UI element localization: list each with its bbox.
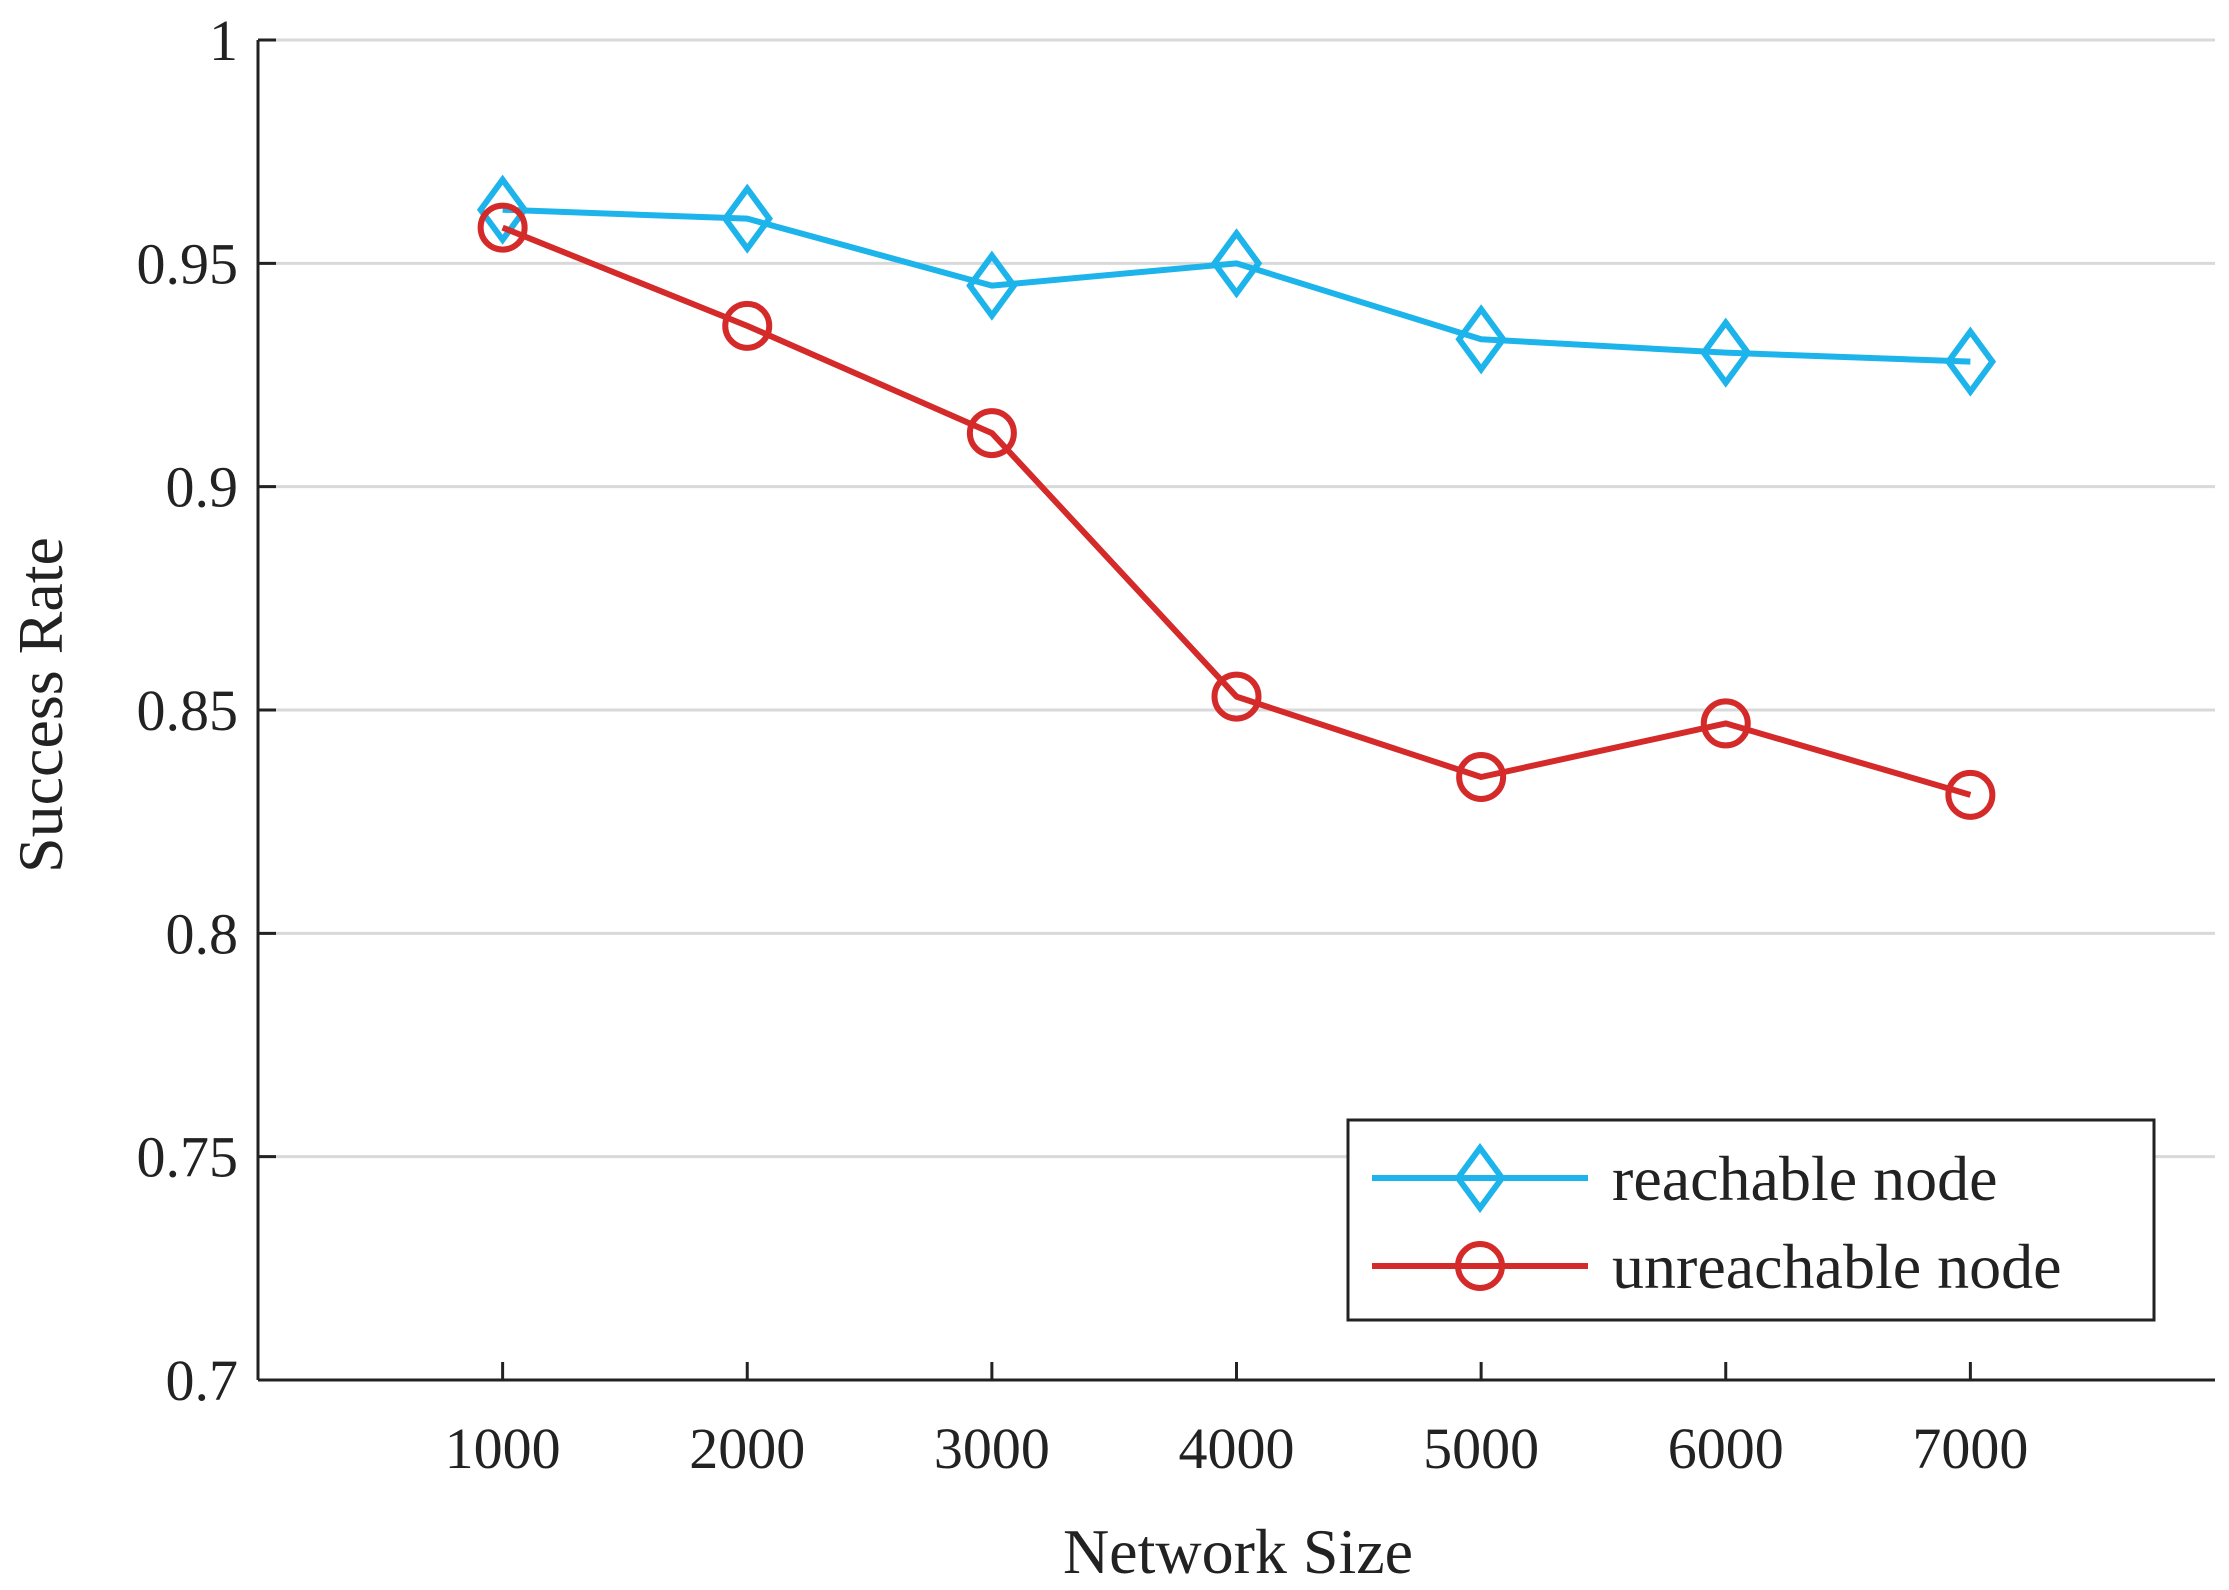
x-tick-label: 6000 bbox=[1668, 1416, 1784, 1481]
legend-entry: unreachable node bbox=[1372, 1231, 2062, 1302]
circle-marker bbox=[1211, 671, 1262, 722]
x-tick-label: 5000 bbox=[1423, 1416, 1539, 1481]
y-tick-label: 0.9 bbox=[166, 455, 239, 520]
diamond-marker bbox=[1944, 326, 1997, 397]
y-tick-label: 1 bbox=[209, 8, 238, 73]
x-axis-ticks: 1000 2000 3000 4000 5000 6000 7000 bbox=[445, 1362, 2028, 1481]
circle-marker bbox=[722, 300, 773, 351]
diamond-marker bbox=[1210, 228, 1263, 299]
y-axis-ticks: 0.7 0.75 0.8 0.85 0.9 0.95 1 bbox=[137, 8, 276, 1413]
circle-marker bbox=[1456, 752, 1507, 802]
diamond-marker bbox=[966, 250, 1018, 321]
x-tick-label: 4000 bbox=[1179, 1416, 1295, 1481]
legend-entry: reachable node bbox=[1372, 1142, 1998, 1214]
series-lines bbox=[476, 174, 1997, 820]
circle-marker bbox=[1945, 769, 1996, 820]
y-tick-label: 0.85 bbox=[137, 678, 239, 743]
gridlines bbox=[258, 38, 2215, 1159]
series-line bbox=[502, 206, 1971, 365]
y-axis-label: Success Rate bbox=[5, 537, 76, 873]
legend-diamond-marker bbox=[1454, 1142, 1506, 1214]
legend: reachable node unreachable node bbox=[1346, 1118, 2156, 1322]
y-tick-label: 0.95 bbox=[137, 231, 239, 296]
circle-marker bbox=[966, 408, 1017, 459]
x-tick-label: 1000 bbox=[445, 1416, 561, 1481]
x-tick-label: 3000 bbox=[934, 1416, 1050, 1481]
x-axis-label: Network Size bbox=[1063, 1516, 1413, 1587]
x-tick-label: 7000 bbox=[1912, 1416, 2028, 1481]
legend-label: unreachable node bbox=[1612, 1231, 2062, 1302]
circle-marker bbox=[477, 202, 528, 253]
diamond-marker bbox=[1700, 317, 1752, 388]
diamond-marker bbox=[476, 174, 529, 245]
series-line bbox=[501, 224, 1972, 798]
diamond-marker bbox=[721, 183, 773, 254]
diamond-marker bbox=[1455, 304, 1507, 375]
y-tick-label: 0.7 bbox=[166, 1348, 239, 1413]
x-tick-label: 2000 bbox=[689, 1416, 805, 1481]
legend-label: reachable node bbox=[1612, 1143, 1998, 1214]
y-tick-label: 0.8 bbox=[166, 901, 239, 966]
y-tick-label: 0.75 bbox=[137, 1125, 239, 1190]
legend-circle-marker bbox=[1455, 1241, 1505, 1291]
series-0 bbox=[476, 174, 1997, 397]
circle-marker bbox=[1700, 698, 1751, 749]
series-1 bbox=[477, 202, 1996, 820]
